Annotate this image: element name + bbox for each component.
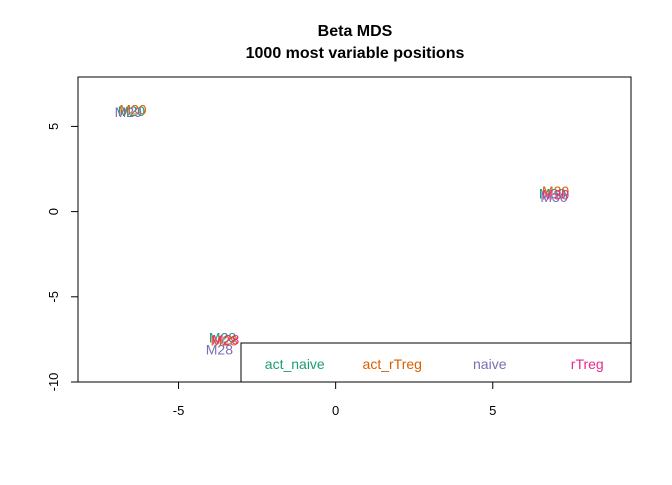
point-label-act_naive: M20 bbox=[118, 103, 145, 119]
y-tick-label: -5 bbox=[46, 291, 61, 303]
point-label-rTreg: M28 bbox=[212, 331, 239, 347]
point-label-naive: M28 bbox=[206, 342, 233, 358]
point-label-naive: M30 bbox=[540, 189, 567, 205]
point-label-act_rTreg: M28 bbox=[210, 332, 237, 348]
point-label-act_naive: M28 bbox=[209, 330, 236, 346]
point-label-act_rTreg: M20 bbox=[119, 101, 146, 117]
point-label-act_naive: M30 bbox=[539, 186, 566, 202]
point-label-rTreg: M30 bbox=[542, 187, 569, 203]
y-tick-label: 0 bbox=[46, 208, 61, 215]
legend-entry-naive: naive bbox=[473, 356, 507, 372]
legend: act_naive act_rTreg naive rTreg bbox=[240, 342, 632, 383]
point-label-naive: M29 bbox=[115, 104, 142, 120]
chart-title: Beta MDS bbox=[318, 23, 393, 40]
point-label-act_rTreg: M30 bbox=[542, 183, 569, 199]
y-tick-label: 5 bbox=[46, 123, 61, 130]
legend-entry-act_naive: act_naive bbox=[265, 356, 325, 372]
x-tick-label: -5 bbox=[173, 403, 185, 418]
legend-box bbox=[240, 342, 632, 383]
legend-entry-act_rTreg: act_rTreg bbox=[363, 356, 422, 372]
y-tick-label: -10 bbox=[46, 373, 61, 392]
legend-entry-rTreg: rTreg bbox=[571, 356, 604, 372]
x-tick-label: 0 bbox=[332, 403, 339, 418]
x-tick-label: 5 bbox=[489, 403, 496, 418]
chart-subtitle: 1000 most variable positions bbox=[246, 45, 465, 62]
